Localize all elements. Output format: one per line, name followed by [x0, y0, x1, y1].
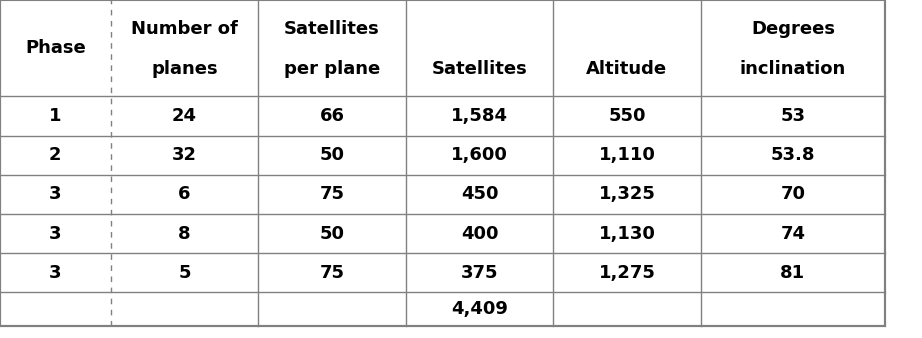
Text: 53: 53	[780, 107, 806, 125]
Text: 5: 5	[178, 264, 191, 282]
Text: 66: 66	[319, 107, 345, 125]
Text: 50: 50	[319, 146, 345, 164]
Text: 24: 24	[171, 107, 197, 125]
Text: 375: 375	[461, 264, 498, 282]
Text: Phase: Phase	[25, 39, 86, 57]
Text: 1,584: 1,584	[451, 107, 508, 125]
Text: 3: 3	[49, 264, 62, 282]
Text: 4,409: 4,409	[451, 300, 508, 318]
Text: 6: 6	[178, 185, 191, 203]
Text: 81: 81	[780, 264, 806, 282]
Text: Satellites: Satellites	[431, 61, 527, 78]
Text: 8: 8	[178, 224, 191, 243]
Text: 32: 32	[171, 146, 197, 164]
Text: 550: 550	[609, 107, 645, 125]
Text: 1,600: 1,600	[451, 146, 508, 164]
Text: 1: 1	[49, 107, 62, 125]
Text: 1,325: 1,325	[598, 185, 656, 203]
Text: inclination: inclination	[739, 61, 846, 78]
Text: 450: 450	[461, 185, 498, 203]
Text: 2: 2	[49, 146, 62, 164]
Text: 1,130: 1,130	[598, 224, 656, 243]
Text: 1,275: 1,275	[598, 264, 656, 282]
Text: 74: 74	[780, 224, 806, 243]
Text: Altitude: Altitude	[586, 61, 668, 78]
Text: 70: 70	[780, 185, 806, 203]
Text: 3: 3	[49, 224, 62, 243]
Text: Satellites: Satellites	[284, 20, 380, 38]
Text: 75: 75	[319, 185, 345, 203]
Text: 3: 3	[49, 185, 62, 203]
Text: 50: 50	[319, 224, 345, 243]
Text: planes: planes	[151, 61, 218, 78]
Text: per plane: per plane	[284, 61, 380, 78]
Text: 53.8: 53.8	[771, 146, 815, 164]
Text: 400: 400	[461, 224, 498, 243]
Text: 1,110: 1,110	[598, 146, 656, 164]
Text: Degrees: Degrees	[751, 20, 835, 38]
Text: 75: 75	[319, 264, 345, 282]
Text: Number of: Number of	[131, 20, 238, 38]
